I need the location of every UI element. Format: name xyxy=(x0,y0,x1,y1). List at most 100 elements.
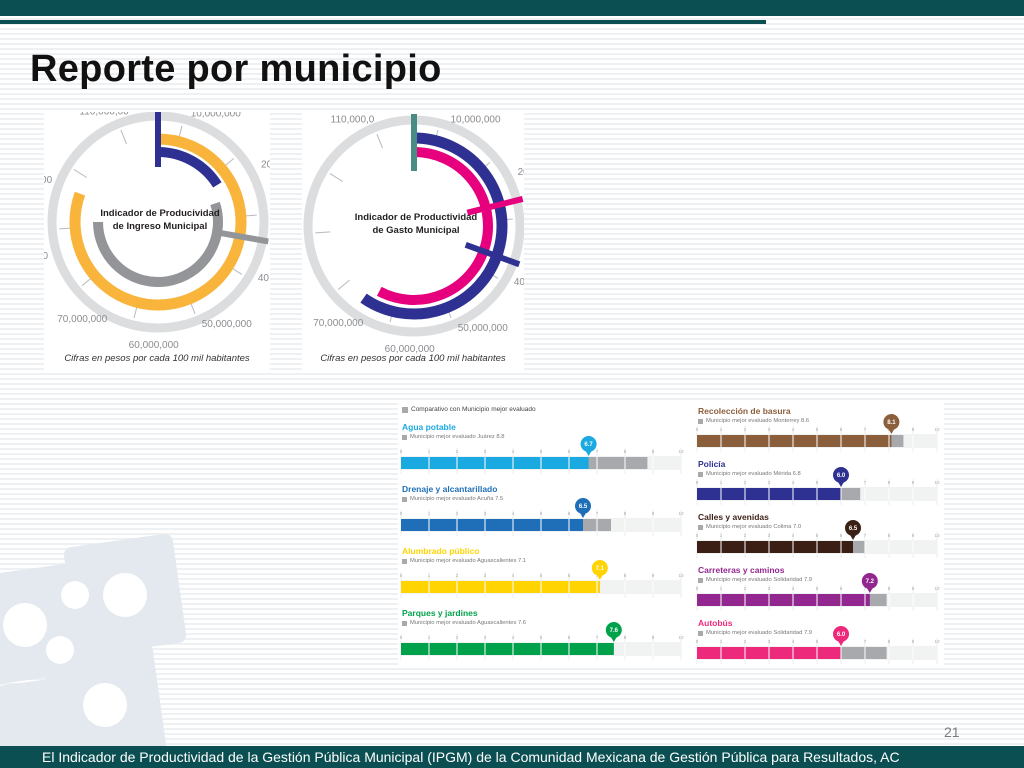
scale-tick-label: 0 xyxy=(696,427,699,432)
metric-row: Parques y jardines Municipio mejor evalua… xyxy=(398,608,686,666)
metric-subtitle: Municipio mejor evaluado Colima 7.0 xyxy=(698,524,801,530)
value-pin xyxy=(833,626,849,642)
scale-tick-label: 3 xyxy=(768,533,771,538)
metric-bar-svg: 0 1 2 3 4 5 6 7 8 9 10 6.7 xyxy=(400,436,684,474)
metric-row: Drenaje y alcantarillado Municipio mejor … xyxy=(398,484,686,542)
scale-tick-label: 10 xyxy=(934,427,940,432)
gauge-series-arc-navy xyxy=(157,147,222,188)
value-pin-label: 7.1 xyxy=(596,566,605,572)
metric-bar-svg: 0 1 2 3 4 5 6 7 8 9 107.1 xyxy=(400,560,684,598)
scale-tick-label: 10 xyxy=(678,573,684,578)
scale-tick-label: 7 xyxy=(864,639,867,644)
scale-tick-label: 7 xyxy=(596,449,599,454)
metric-row: Carreteras y caminos Municipio mejor eval… xyxy=(694,565,944,615)
comparison-legend: Comparativo con Municipio mejor evaluado xyxy=(402,406,536,413)
best-swatch xyxy=(698,577,703,583)
metric-subtitle-text: Municipio mejor evaluado Acuña 7.5 xyxy=(410,496,504,502)
ingreso-gauge-svg: 110,000,00 10,000,000 0,00 20 000 40,0 70,000,… xyxy=(44,112,270,351)
scale-tick-label: 9 xyxy=(912,533,915,538)
comparison-legend-label: Comparativo con Municipio mejor evaluado xyxy=(411,406,536,413)
metric-name: Autobús xyxy=(698,618,733,628)
scale-tick-label: 2 xyxy=(744,533,747,538)
scale-tick-label: 2 xyxy=(456,511,459,516)
metric-subtitle-text: Municipio mejor evaluado Aguascalientes … xyxy=(410,558,527,564)
scale-tick-label: 3 xyxy=(768,586,771,591)
metric-bar-svg: 0123456789108.1 xyxy=(696,414,940,452)
value-bar xyxy=(401,457,589,469)
value-bar xyxy=(697,541,853,553)
value-pin xyxy=(605,622,622,638)
metric-subtitle-text: Municipio mejor evaluado Juárez 8.8 xyxy=(410,434,505,440)
scale-tick-label: 5 xyxy=(540,573,543,578)
gauge-tick-label: 10,000,000 xyxy=(191,112,241,119)
best-swatch xyxy=(698,630,703,636)
best-swatch xyxy=(698,471,703,477)
scale-tick-label: 2 xyxy=(744,639,747,644)
scale-tick-label: 9 xyxy=(652,635,655,640)
scale-tick-label: 1 xyxy=(720,427,723,432)
scale-tick-label: 6 xyxy=(568,449,571,454)
scale-tick-label: 4 xyxy=(792,480,795,485)
scale-tick-label: 9 xyxy=(912,586,915,591)
scale-tick-label: 1 xyxy=(428,449,431,454)
metric-bar-svg: 0 1 2 3 4 5 6 7 8 9 10 6.5 xyxy=(400,498,684,536)
scale-tick-label: 7 xyxy=(864,533,867,538)
tick-spoke xyxy=(120,130,127,145)
scale-tick-label: 9 xyxy=(912,427,915,432)
scale-tick-label: 1 xyxy=(428,573,431,578)
slide-title: Reporte por municipio xyxy=(30,48,442,90)
value-pin-label: 7.6 xyxy=(610,628,619,634)
scale-tick-label: 1 xyxy=(428,635,431,640)
scale-tick-label: 4 xyxy=(792,427,795,432)
gauge-tick-label: 0,00 xyxy=(44,175,53,186)
scale-tick-label: 4 xyxy=(792,533,795,538)
scale-tick-label: 7 xyxy=(596,511,599,516)
scale-tick-label: 0 xyxy=(696,480,699,485)
comparison-bars-panel: Comparativo con Municipio mejor evaluado… xyxy=(398,400,944,668)
metric-subtitle-text: Municipio mejor evaluado Solidaridad 7.9 xyxy=(706,630,813,636)
scale-tick-label: 4 xyxy=(792,586,795,591)
value-pin-label: 6.0 xyxy=(837,632,846,638)
gauge-tick-label: 60,000,000 xyxy=(129,340,179,351)
gauge-title-line2: de Ingreso Municipal xyxy=(113,221,208,232)
scale-tick-label: 4 xyxy=(792,639,795,644)
value-pin xyxy=(575,498,591,514)
ingreso-gauge-chart: 110,000,00 10,000,000 0,00 20 000 40,0 70,000,… xyxy=(44,112,270,370)
scale-tick-label: 1 xyxy=(428,511,431,516)
value-pin-label: 6.0 xyxy=(837,473,846,479)
best-swatch xyxy=(402,434,407,440)
metric-name: Carreteras y caminos xyxy=(698,565,785,575)
gauge-tick-label: 000 xyxy=(44,251,49,262)
scale-tick-label: 0 xyxy=(696,586,699,591)
scale-tick-label: 6 xyxy=(568,511,571,516)
gauge-tick-label: 110,000,0 xyxy=(331,114,375,125)
scale-tick-label: 2 xyxy=(456,635,459,640)
metric-name: Recolección de basura xyxy=(698,406,791,416)
scale-tick-label: 2 xyxy=(456,573,459,578)
scale-tick-label: 9 xyxy=(912,480,915,485)
scale-tick-label: 2 xyxy=(456,449,459,454)
value-bar xyxy=(401,519,583,531)
gasto-gauge-chart: 0110,000,010,000,00020,40,070,000,00050,… xyxy=(302,112,524,370)
scale-tick-label: 8 xyxy=(624,449,627,454)
gauge-tick-label: 20 xyxy=(261,159,270,170)
gauge-tick-label: 110,000,00 xyxy=(79,112,129,117)
scale-tick-label: 10 xyxy=(934,586,940,591)
metric-row: Calles y avenidas Municipio mejor evaluad… xyxy=(694,512,944,562)
tick-spoke xyxy=(73,169,88,178)
gauge-marker-magenta xyxy=(466,195,524,216)
scale-tick-label: 10 xyxy=(678,635,684,640)
scale-tick-label: 5 xyxy=(816,586,819,591)
best-swatch xyxy=(402,496,407,502)
gauge-series-arc-orange xyxy=(69,133,247,311)
scale-tick-label: 1 xyxy=(720,586,723,591)
gauge-marker-gray_ring xyxy=(211,228,269,245)
scale-tick-label: 3 xyxy=(768,480,771,485)
scale-tick-label: 0 xyxy=(400,635,403,640)
scale-tick-label: 6 xyxy=(840,586,843,591)
gauge-tick-label: 10,000,000 xyxy=(450,114,500,125)
value-bar xyxy=(401,581,600,593)
metric-row: Recolección de basura Municipio mejor eva… xyxy=(694,406,944,456)
metric-row: Policía Municipio mejor evaluado Mérida 6… xyxy=(694,459,944,509)
